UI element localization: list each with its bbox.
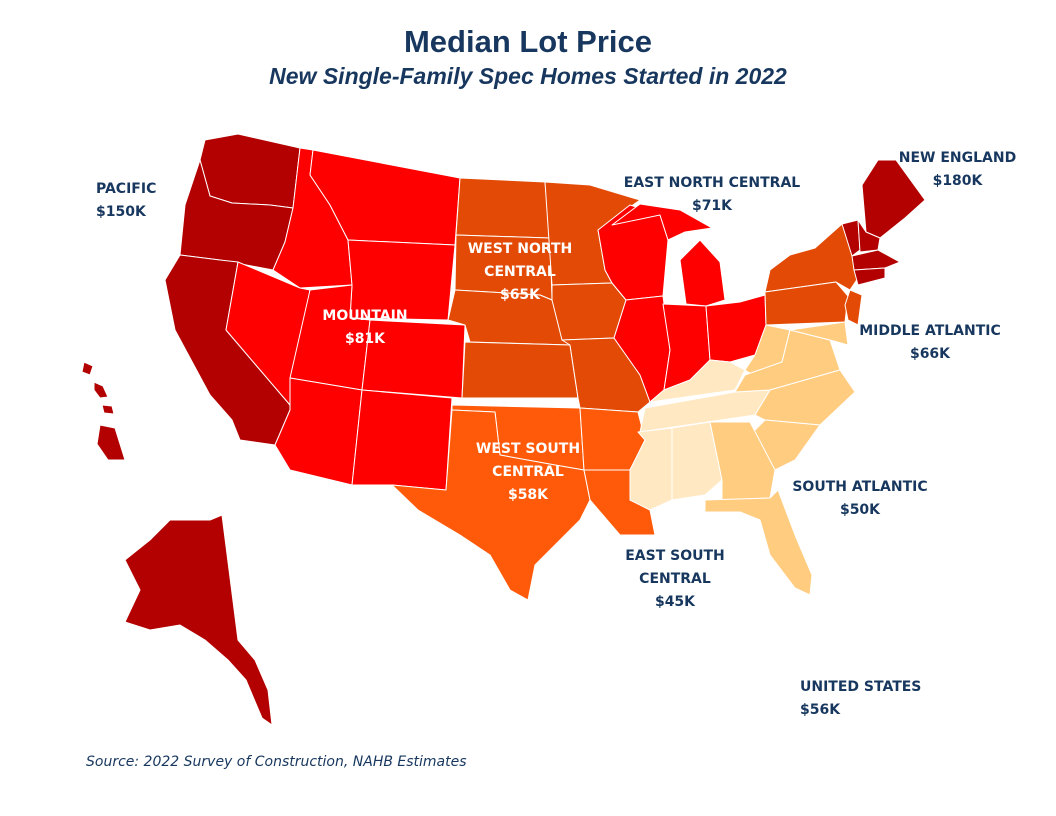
region-west-south-central	[391, 404, 656, 601]
label-wnc-value: $65K	[499, 287, 541, 303]
state-new-mexico	[351, 389, 453, 491]
state-florida	[704, 489, 813, 596]
state-michigan-upper	[611, 203, 713, 241]
label-ma-name: MIDDLE ATLANTIC	[859, 323, 1001, 339]
label-us-name: UNITED STATES	[800, 679, 922, 695]
label-ne-name: NEW ENGLAND	[898, 150, 1017, 166]
label-west-north-central: WEST NORTH CENTRAL $65K	[455, 238, 585, 307]
state-alaska	[124, 514, 273, 726]
label-new-england: NEW ENGLAND $180K	[890, 147, 1025, 193]
label-pacific-value: $150K	[96, 204, 146, 220]
label-united-states: UNITED STATES $56K	[800, 676, 921, 722]
label-pacific-name: PACIFIC	[96, 181, 157, 197]
label-enc-name: EAST NORTH CENTRAL	[623, 175, 801, 191]
label-west-south-central: WEST SOUTH CENTRAL $58K	[468, 438, 588, 507]
state-kentucky	[649, 359, 746, 403]
label-ma-value: $66K	[909, 346, 951, 362]
label-wsc-name-2: CENTRAL	[492, 464, 564, 480]
label-south-atlantic: SOUTH ATLANTIC $50K	[785, 476, 935, 522]
label-enc-value: $71K	[691, 198, 733, 214]
region-pacific	[81, 133, 301, 726]
label-wsc-value: $58K	[507, 487, 549, 503]
label-wnc-name-2: CENTRAL	[484, 264, 556, 280]
state-washington	[199, 133, 301, 209]
chart-title: Median Lot Price	[403, 24, 653, 59]
label-wsc-name-1: WEST SOUTH	[475, 441, 581, 457]
state-virginia	[734, 329, 841, 393]
label-sa-value: $50K	[839, 502, 881, 518]
label-east-south-central: EAST SOUTH CENTRAL $45K	[615, 545, 735, 614]
state-massachusetts	[851, 249, 901, 271]
label-esc-value: $45K	[654, 594, 696, 610]
label-mountain-value: $81K	[344, 331, 386, 347]
label-mountain-name: MOUNTAIN	[322, 308, 408, 324]
chart-subtitle: New Single-Family Spec Homes Started in …	[269, 63, 787, 89]
state-north-dakota	[455, 177, 551, 239]
label-mountain: MOUNTAIN $81K	[305, 305, 425, 351]
state-new-hampshire	[857, 219, 881, 253]
region-new-england	[841, 159, 926, 286]
state-texas	[391, 409, 591, 601]
label-us-value: $56K	[800, 702, 841, 718]
region-west-north-central	[447, 177, 651, 413]
state-hawaii-big-island	[96, 424, 126, 461]
label-middle-atlantic: MIDDLE ATLANTIC $66K	[855, 320, 1005, 366]
label-esc-name-1: EAST SOUTH	[625, 548, 725, 564]
state-new-york	[764, 223, 859, 293]
label-sa-name: SOUTH ATLANTIC	[792, 479, 928, 495]
region-east-south-central	[629, 359, 771, 511]
label-esc-name-2: CENTRAL	[639, 571, 711, 587]
state-maryland-delaware	[789, 321, 849, 346]
source-note: Source: 2022 Survey of Construction, NAH…	[86, 754, 467, 770]
state-kansas	[461, 341, 579, 399]
label-pacific: PACIFIC $150K	[96, 178, 156, 224]
state-hawaii-islands	[81, 361, 115, 415]
label-east-north-central: EAST NORTH CENTRAL $71K	[612, 172, 812, 218]
region-south-atlantic	[704, 321, 856, 596]
state-connecticut-ri	[853, 267, 886, 286]
label-ne-value: $180K	[932, 173, 983, 189]
state-new-jersey	[844, 289, 863, 326]
region-middle-atlantic	[764, 223, 863, 326]
state-wyoming	[347, 239, 456, 321]
region-mountain	[225, 147, 466, 491]
label-wnc-name-1: WEST NORTH	[467, 241, 573, 257]
state-alabama	[671, 421, 723, 501]
state-michigan-lower	[679, 239, 726, 307]
region-east-north-central	[597, 203, 767, 403]
